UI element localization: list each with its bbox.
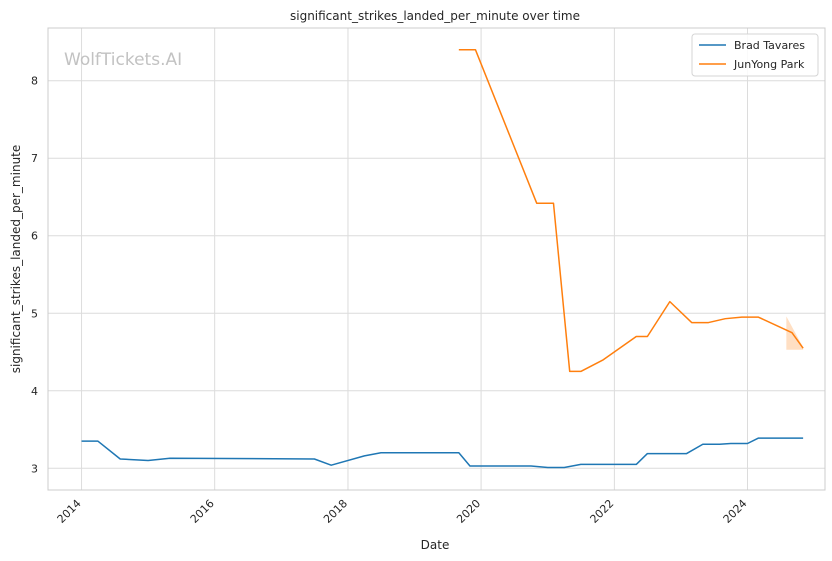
y-axis-ticks: 3 4 5 6 7 8 [31, 75, 38, 476]
series-line-brad-tavares [81, 437, 804, 469]
legend-label-brad-tavares: Brad Tavares [734, 39, 805, 52]
watermark-text: WolfTickets.AI [64, 50, 182, 70]
x-axis-label: Date [421, 538, 450, 552]
y-tick-label-4: 4 [31, 385, 38, 398]
plot-area-frame [47, 27, 826, 491]
y-tick-label-6: 6 [31, 230, 38, 243]
chart-title: significant_strikes_landed_per_minute ov… [290, 9, 580, 23]
y-tick-label-7: 7 [31, 152, 38, 165]
gridlines [48, 28, 825, 490]
y-axis-label: significant_strikes_landed_per_minute [9, 145, 23, 374]
y-tick-label-3: 3 [31, 462, 38, 475]
series-lines [81, 48, 804, 469]
y-tick-label-5: 5 [31, 307, 38, 320]
y-tick-label-8: 8 [31, 75, 38, 88]
legend: Brad Tavares JunYong Park [691, 33, 819, 77]
series-line-junyong-park [458, 48, 804, 373]
legend-label-junyong-park: JunYong Park [733, 58, 805, 71]
